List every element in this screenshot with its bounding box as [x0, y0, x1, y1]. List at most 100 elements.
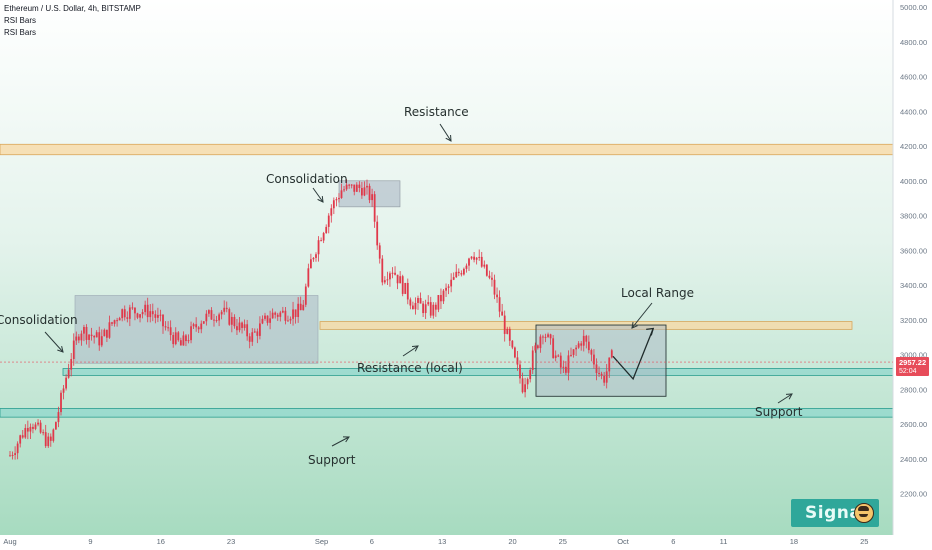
candle-body	[225, 307, 228, 310]
candle-body	[106, 329, 108, 338]
candle-body	[304, 286, 307, 305]
candle-body	[251, 332, 254, 342]
candle-body	[519, 364, 521, 379]
candle-body	[294, 309, 297, 318]
candle-body	[259, 323, 261, 336]
candle-body	[353, 184, 356, 192]
candle-body	[287, 320, 289, 322]
candle-body	[113, 320, 116, 324]
candle-body	[167, 327, 169, 329]
candle-body	[223, 307, 226, 312]
candle-body	[62, 388, 65, 393]
price-tick-label: 3000.00	[900, 351, 927, 360]
candle-body	[312, 257, 315, 260]
candle-body	[85, 326, 88, 340]
candle-body	[256, 331, 259, 336]
candle-body	[281, 310, 284, 313]
indicator-label-2[interactable]: RSI Bars	[4, 28, 37, 37]
price-tick-label: 3600.00	[900, 246, 927, 255]
candle-body	[299, 303, 302, 311]
candle-body	[424, 304, 427, 314]
candle-body	[154, 314, 157, 318]
time-tick-label: 23	[227, 537, 235, 546]
candle-body	[363, 187, 366, 196]
candle-body	[417, 298, 419, 303]
candle-body	[205, 313, 208, 322]
resistance-arrow-head	[445, 134, 452, 142]
candle-body	[565, 366, 567, 373]
candle-body	[157, 314, 159, 318]
support-bottom-arrow-head	[342, 436, 350, 443]
candle-body	[139, 314, 141, 318]
candle-body	[11, 454, 14, 456]
candle-body	[378, 245, 381, 259]
candle-body	[582, 335, 585, 346]
candle-body	[19, 435, 22, 444]
candle-body	[95, 332, 98, 338]
support-bottom-label: Support	[308, 453, 356, 467]
candle-body	[345, 184, 348, 190]
candle-body	[460, 273, 463, 275]
candle-body	[419, 298, 422, 304]
candle-body	[236, 326, 238, 331]
candle-body	[52, 429, 55, 441]
candle-body	[358, 184, 361, 188]
candle-body	[197, 327, 200, 330]
candle-body	[396, 274, 399, 284]
candle-body	[590, 350, 593, 355]
candle-body	[315, 254, 317, 258]
candle-body	[246, 324, 249, 337]
candle-body	[450, 279, 453, 287]
candle-body	[521, 378, 524, 393]
candle-body	[585, 335, 588, 342]
candle-body	[215, 320, 218, 322]
price-tick-label: 3800.00	[900, 212, 927, 221]
candle-body	[330, 208, 333, 216]
candle-body	[72, 340, 75, 360]
candle-body	[80, 333, 83, 341]
candle-body	[488, 275, 491, 278]
candle-body	[409, 299, 412, 306]
candle-body	[383, 280, 386, 283]
candle-body	[279, 312, 282, 317]
price-axis-background	[893, 0, 932, 550]
candle-body	[514, 347, 516, 358]
candle-body	[501, 311, 504, 316]
candle-body	[238, 322, 241, 331]
candle-body	[427, 302, 430, 305]
candle-body	[136, 313, 139, 318]
candle-body	[468, 258, 470, 266]
candle-body	[562, 366, 565, 368]
candle-body	[90, 334, 93, 337]
candle-body	[544, 336, 547, 338]
price-tick-label: 2200.00	[900, 490, 927, 499]
candle-body	[480, 256, 483, 267]
candle-body	[350, 184, 353, 186]
candle-body	[307, 268, 310, 287]
candle-body	[317, 240, 320, 255]
candle-body	[368, 185, 371, 201]
consolidation-left-arrow	[44, 331, 64, 353]
candle-body	[55, 422, 57, 430]
candle-body	[67, 369, 70, 378]
candle-body	[310, 259, 312, 269]
candle-body	[603, 375, 606, 383]
candle-body	[228, 309, 231, 325]
price-tick-label: 3400.00	[900, 281, 927, 290]
indicator-label-1[interactable]: RSI Bars	[4, 16, 37, 25]
candle-body	[605, 371, 608, 383]
candle-body	[542, 336, 544, 338]
candle-body	[475, 257, 478, 260]
candle-body	[493, 279, 496, 295]
candle-body	[149, 311, 152, 318]
candle-body	[164, 326, 167, 328]
candle-body	[195, 324, 198, 328]
symbol-title[interactable]: Ethereum / U.S. Dollar, 4h, BITSTAMP	[4, 4, 141, 13]
candle-body	[496, 294, 498, 298]
candle-body	[264, 315, 266, 319]
candle-body	[587, 341, 590, 351]
candle-body	[595, 364, 598, 373]
projection-arrowhead	[646, 327, 655, 336]
